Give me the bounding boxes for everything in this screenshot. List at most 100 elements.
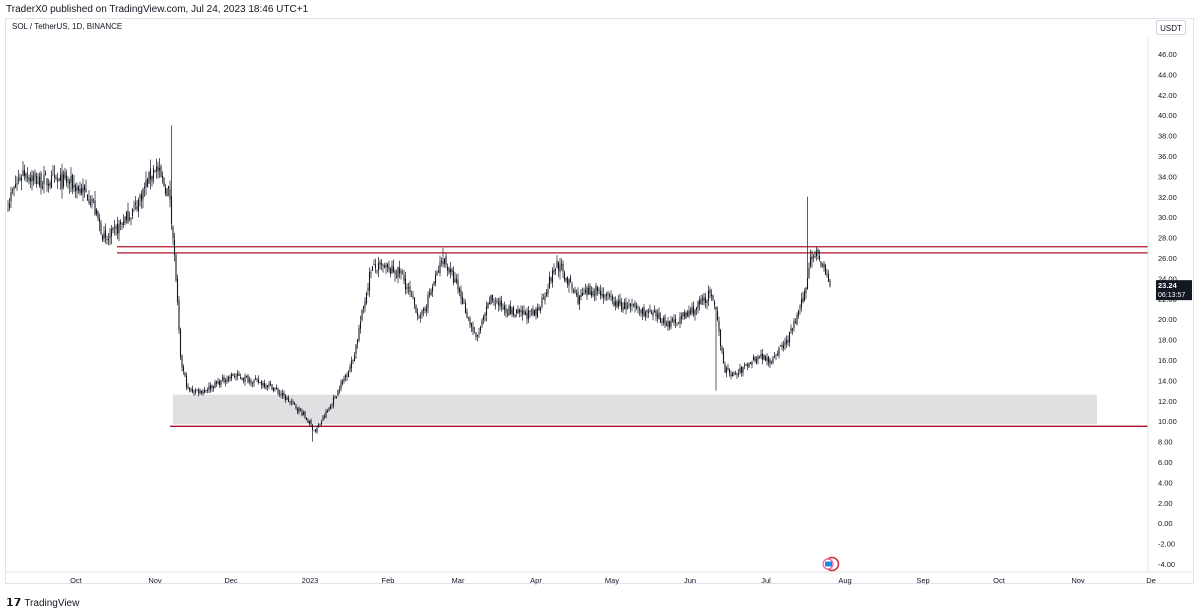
candle (625, 297, 627, 315)
candle-body (646, 310, 648, 313)
candle (167, 185, 170, 197)
candle (554, 267, 557, 276)
candle-body (805, 287, 807, 293)
candle (352, 359, 354, 365)
y-tick-label: 32.00 (1158, 193, 1177, 202)
candle-body (262, 383, 264, 387)
currency-button[interactable]: USDT (1156, 20, 1186, 35)
candle-body (590, 291, 593, 297)
candle-body (760, 354, 762, 357)
candle-body (302, 412, 305, 415)
candle-body (644, 311, 647, 317)
candle-body (223, 377, 225, 382)
candle (476, 334, 479, 342)
candle (227, 375, 230, 383)
candle (586, 285, 588, 301)
candle-body (269, 383, 272, 385)
candle (146, 177, 149, 188)
candle (757, 354, 759, 365)
chart-pane[interactable] (5, 18, 1194, 584)
candle (764, 355, 767, 362)
candle-body (238, 373, 240, 376)
candle (221, 374, 224, 382)
candle (400, 268, 402, 280)
candle-body (97, 211, 99, 219)
footer-brand[interactable]: 𝟭𝟳 TradingView (6, 596, 79, 609)
y-tick-label: 2.00 (1158, 499, 1173, 508)
candle-body (286, 398, 288, 400)
candle (169, 180, 171, 208)
candle (485, 301, 488, 322)
candle (766, 353, 768, 366)
candle (283, 390, 285, 400)
candle (218, 378, 221, 388)
candle (89, 195, 92, 208)
candle-body (472, 326, 474, 332)
y-tick-label: 16.00 (1158, 356, 1177, 365)
candle (272, 387, 275, 393)
candle (232, 373, 234, 377)
candle-body (596, 287, 599, 292)
candle-body (716, 311, 719, 320)
candle-body (533, 309, 536, 316)
candle-body (56, 180, 59, 182)
candle-body (175, 255, 177, 281)
candle-body (479, 326, 482, 331)
candle-body (592, 291, 594, 296)
candle-body (539, 307, 542, 312)
candle-body (587, 287, 590, 295)
candle-body (653, 310, 656, 313)
candle-body (514, 314, 516, 317)
candle-body (362, 306, 365, 310)
candle (280, 390, 282, 398)
candle (119, 219, 122, 231)
candle (788, 331, 791, 348)
candle-body (386, 263, 389, 268)
candle-body (625, 302, 627, 310)
candle (295, 403, 297, 410)
candle (454, 272, 456, 283)
candle (229, 374, 231, 382)
candle (215, 380, 218, 387)
candle (658, 307, 660, 320)
candle (299, 408, 302, 412)
candle (427, 291, 429, 314)
candle-body (572, 290, 575, 292)
candle-body (829, 280, 831, 287)
candle-body (227, 376, 230, 381)
candle-body (130, 217, 132, 219)
candle (128, 211, 131, 222)
candle (176, 274, 179, 306)
candle (398, 260, 401, 279)
candle-body (580, 293, 582, 297)
candle-body (490, 295, 492, 305)
candle (85, 179, 87, 193)
candle-body (122, 221, 125, 225)
candle-body (506, 313, 509, 315)
candle (310, 418, 312, 427)
candle-body (674, 318, 677, 323)
candle-body (586, 287, 588, 296)
candle-body (215, 381, 218, 384)
candle (482, 314, 485, 324)
candle (737, 369, 740, 378)
candle-body (418, 316, 420, 319)
drawing-layer (117, 246, 1148, 427)
symbol-legend[interactable]: SOL / TetherUS, 1D, BINANCE (12, 22, 123, 31)
candle-body (518, 310, 521, 313)
candle (722, 347, 725, 364)
candle-body (722, 351, 725, 364)
candle (712, 294, 714, 302)
candle (257, 375, 260, 385)
candle-body (766, 357, 768, 361)
candle-body (172, 226, 174, 239)
candle (175, 252, 177, 283)
candle (8, 197, 11, 211)
candle (127, 202, 129, 225)
candle-body (718, 321, 720, 332)
candle (47, 178, 50, 193)
candle (646, 309, 648, 319)
candle (43, 165, 45, 194)
candle-body (553, 269, 555, 273)
